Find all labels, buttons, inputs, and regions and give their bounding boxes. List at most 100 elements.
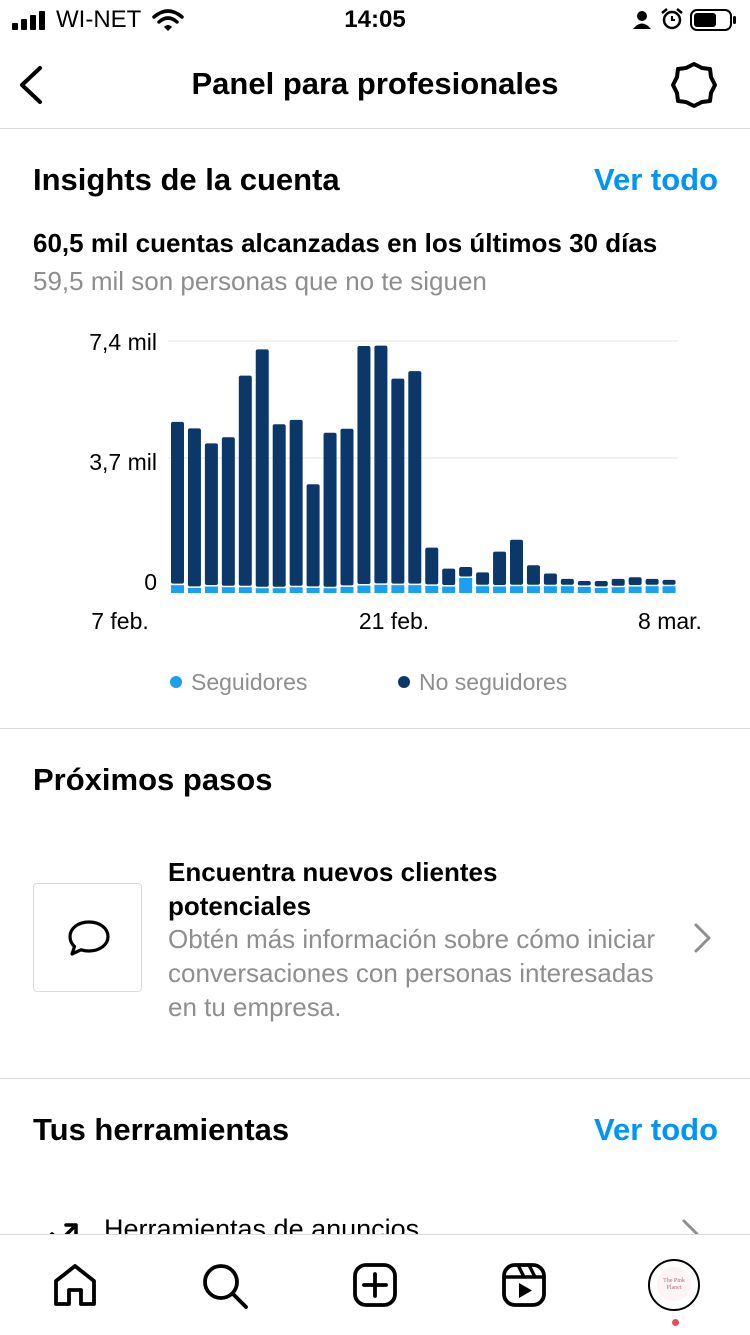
next-step-card-description: Obtén más información sobre cómo iniciar… [168, 924, 655, 1022]
legend-followers: Seguidores [170, 669, 307, 696]
settings-icon[interactable] [670, 61, 718, 109]
wifi-icon [152, 9, 184, 31]
legend-non-followers: No seguidores [398, 669, 567, 696]
legend-dot-followers [170, 675, 182, 688]
reels-icon[interactable] [501, 1262, 547, 1308]
signal-icon [12, 11, 45, 30]
bar-followers [221, 587, 235, 593]
bar-followers [560, 586, 574, 593]
legend-label: No seguidores [419, 669, 568, 695]
notification-dot [672, 1319, 679, 1326]
bar-non-followers [594, 580, 608, 587]
carrier-name: WI-NET [56, 6, 142, 33]
bar-non-followers [425, 547, 439, 585]
bar-followers [543, 586, 557, 593]
bar-non-followers [187, 428, 201, 587]
bar-followers [272, 588, 286, 593]
new-post-icon[interactable] [352, 1262, 398, 1308]
y-tick-label: 0 [144, 569, 157, 595]
bar-followers [510, 586, 523, 593]
bar-followers [594, 587, 608, 593]
bar-followers [526, 586, 540, 593]
bar-non-followers [662, 579, 676, 585]
next-step-card-title[interactable]: Encuentra nuevos clientes potenciales [168, 857, 498, 921]
bar-followers [442, 586, 456, 593]
home-icon[interactable] [52, 1262, 98, 1308]
bar-non-followers [510, 539, 523, 585]
bar-followers [323, 588, 337, 593]
bar-non-followers [408, 371, 422, 584]
bar-non-followers [374, 345, 388, 584]
page-title: Panel para profesionales [191, 66, 559, 101]
bar-followers [611, 587, 625, 593]
bar-non-followers [493, 551, 507, 586]
bar-followers [662, 586, 676, 593]
section-divider [0, 1078, 750, 1079]
bar-non-followers [560, 578, 574, 585]
tools-see-all-link[interactable]: Ver todo [593, 1112, 718, 1147]
bar-non-followers [323, 432, 337, 587]
header-divider [0, 128, 750, 129]
bar-non-followers [526, 565, 540, 585]
bar-non-followers [255, 349, 269, 587]
bar-non-followers [272, 424, 286, 587]
bar-followers [391, 585, 405, 593]
y-tick-label: 3,7 mil [89, 449, 157, 475]
bar-followers [187, 587, 201, 593]
reach-summary: 60,5 mil cuentas alcanzadas en los últim… [33, 228, 658, 258]
bar-non-followers [204, 443, 218, 586]
bar-non-followers [476, 572, 490, 585]
bottom-tab-bar: The Pink Planet [0, 1234, 750, 1335]
bar-followers [459, 578, 473, 593]
section-divider [0, 728, 750, 729]
legend-label: Seguidores [191, 669, 308, 695]
bar-non-followers [357, 345, 371, 585]
next-steps-title: Próximos pasos [33, 762, 273, 797]
reach-chart: 7,4 mil 3,7 mil 0 7 feb. 21 feb. 8 mar. [89, 329, 702, 634]
bar-non-followers [391, 378, 405, 584]
bar-non-followers [611, 578, 625, 586]
person-icon [633, 11, 651, 29]
bar-followers [171, 585, 184, 593]
bar-non-followers [306, 484, 320, 587]
bar-followers [476, 586, 490, 593]
profile-avatar[interactable]: The Pink Planet [648, 1259, 700, 1311]
bar-followers [425, 585, 439, 593]
bar-followers [577, 586, 591, 593]
bar-followers [408, 585, 422, 593]
bar-followers [306, 587, 320, 593]
bar-followers [340, 586, 354, 593]
bar-followers [645, 586, 659, 593]
avatar-logo-text: The Pink Planet [657, 1267, 691, 1301]
insights-title: Insights de la cuenta [33, 162, 340, 197]
reach-subsummary: 59,5 mil son personas que no te siguen [33, 266, 487, 296]
bar-followers [289, 587, 303, 593]
bar-followers [255, 588, 269, 593]
x-tick-label: 7 feb. [91, 608, 149, 634]
insights-see-all-link[interactable]: Ver todo [593, 162, 718, 197]
bar-non-followers [171, 421, 184, 584]
bar-non-followers [577, 580, 591, 586]
bar-non-followers [442, 568, 456, 586]
bar-followers [204, 586, 218, 593]
bar-non-followers [543, 573, 557, 585]
search-icon[interactable] [201, 1262, 249, 1310]
bar-followers [357, 585, 371, 593]
bar-followers [374, 584, 388, 593]
legend-dot-non-followers [398, 675, 410, 688]
bar-non-followers [645, 578, 659, 585]
battery-icon [690, 9, 736, 31]
alarm-icon [661, 8, 683, 30]
bar-non-followers [340, 428, 354, 586]
chat-bubble-icon [68, 920, 110, 956]
next-step-card-icon-box[interactable] [33, 883, 142, 992]
chevron-right-icon[interactable] [692, 922, 714, 954]
bar-non-followers [459, 566, 473, 577]
bar-non-followers [238, 375, 252, 586]
clock-time: 14:05 [344, 6, 406, 33]
bar-followers [238, 587, 252, 593]
x-tick-label: 21 feb. [359, 608, 429, 634]
y-tick-label: 7,4 mil [89, 329, 157, 355]
back-icon[interactable] [16, 64, 46, 106]
bar-non-followers [289, 419, 303, 586]
